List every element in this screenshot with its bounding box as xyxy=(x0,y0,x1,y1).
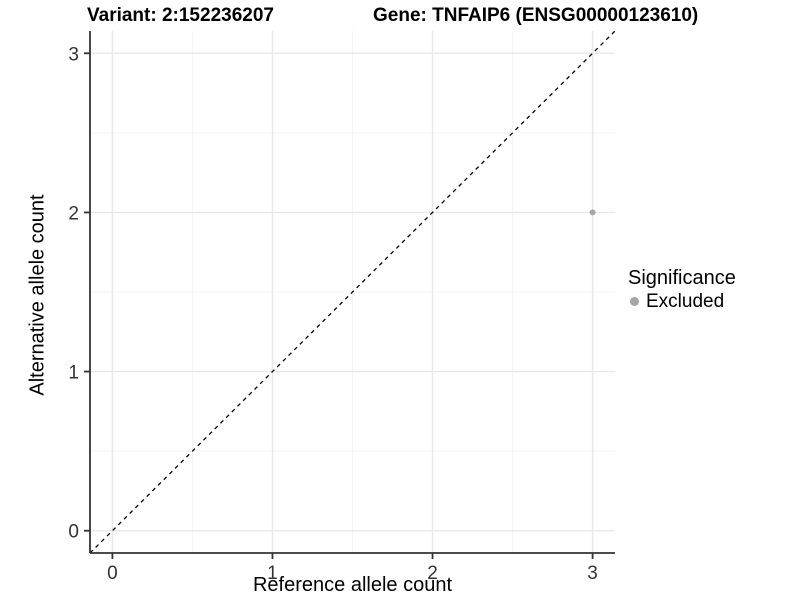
identity-reference-line xyxy=(89,30,616,554)
y-tick-label: 0 xyxy=(68,522,79,543)
y-tick-label: 3 xyxy=(68,44,79,65)
legend: Significance Excluded xyxy=(628,266,736,313)
x-tick-label: 1 xyxy=(267,563,278,584)
x-axis-label: Reference allele count xyxy=(252,574,452,596)
plot-title-variant: Variant: 2:152236207 xyxy=(87,5,274,26)
x-tick-label: 2 xyxy=(427,563,438,584)
y-axis-label: Alternative allele count xyxy=(26,194,49,396)
legend-item-label: Excluded xyxy=(646,291,725,312)
data-point xyxy=(589,209,596,216)
legend-item-excluded: Excluded xyxy=(628,290,736,313)
legend-title: Significance xyxy=(628,267,736,289)
y-tick-label: 2 xyxy=(68,203,79,224)
x-tick-label: 3 xyxy=(587,563,598,584)
x-tick-label: 0 xyxy=(107,563,118,584)
legend-point-icon xyxy=(630,297,639,306)
y-tick-label: 1 xyxy=(68,363,79,384)
plot-title-gene: Gene: TNFAIP6 (ENSG00000123610) xyxy=(373,5,699,26)
